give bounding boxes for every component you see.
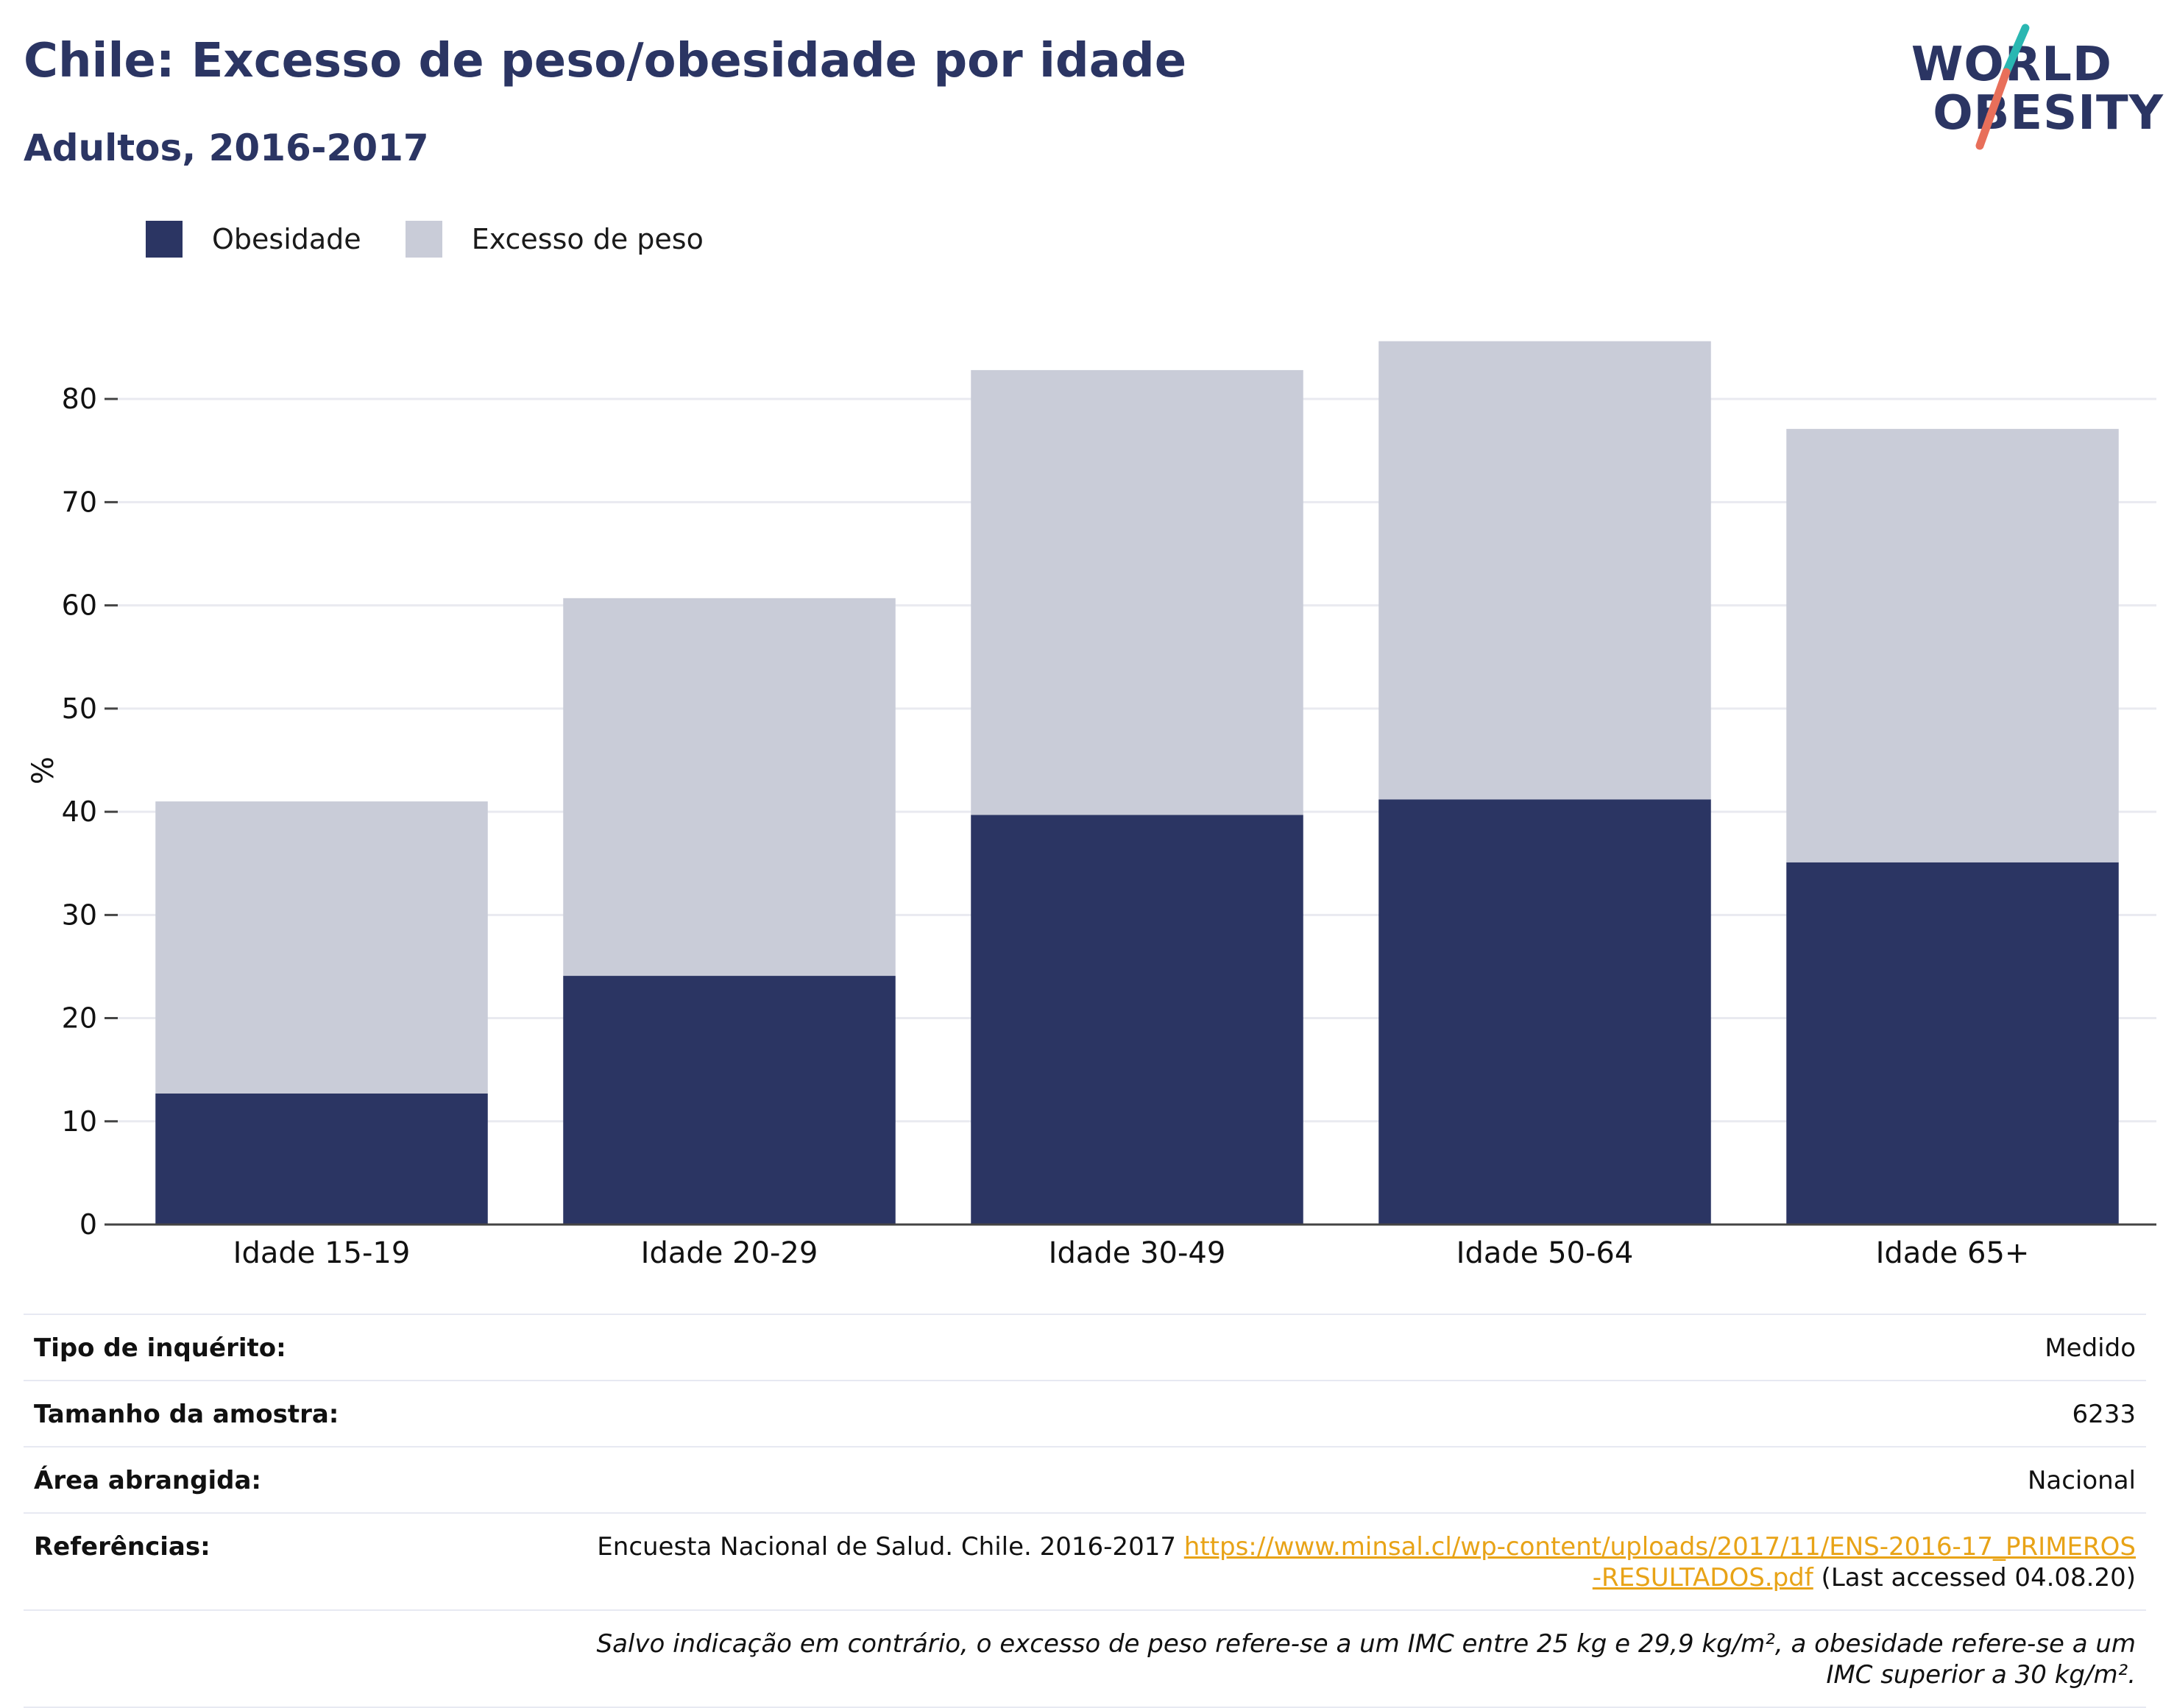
y-axis-label: % xyxy=(26,756,60,784)
chart-title: Chile: Excesso de peso/obesidade por ida… xyxy=(24,34,1187,88)
x-tick-label: Idade 30-49 xyxy=(1049,1236,1226,1266)
legend-item-obesity[interactable]: Obesidade xyxy=(146,221,361,258)
reference-link[interactable]: https://www.minsal.cl/wp-content/uploads… xyxy=(1183,1532,2136,1592)
bar-obesity xyxy=(1378,799,1711,1225)
info-value-survey-type: Medido xyxy=(2045,1333,2136,1363)
bar-overweight xyxy=(1786,428,2119,862)
logo-word-obesity: OBESITY xyxy=(1933,86,2164,141)
info-value-sample-size: 6233 xyxy=(2072,1400,2136,1429)
bar-overweight xyxy=(563,598,896,977)
bar-obesity xyxy=(971,815,1303,1225)
y-tick-label: 60 xyxy=(62,589,97,622)
world-obesity-logo: WORLD OBESITY xyxy=(1911,22,2164,155)
bar-overweight xyxy=(1378,341,1711,800)
logo-slash-icon xyxy=(1975,24,2030,150)
y-tick-label: 50 xyxy=(62,692,97,725)
survey-info-table: Tipo de inquérito: Medido Tamanho da amo… xyxy=(24,1314,2146,1708)
info-row-references: Referências: Encuesta Nacional de Salud.… xyxy=(24,1512,2146,1609)
legend-item-overweight[interactable]: Excesso de peso xyxy=(405,221,704,258)
bar-obesity xyxy=(563,976,896,1225)
chart-subtitle: Adultos, 2016-2017 xyxy=(24,127,429,169)
y-tick-label: 70 xyxy=(62,486,97,518)
info-key-sample-size: Tamanho da amostra: xyxy=(34,1400,339,1429)
y-tick-label: 20 xyxy=(62,1002,97,1035)
info-key-survey-type: Tipo de inquérito: xyxy=(34,1333,286,1363)
info-row-survey-type: Tipo de inquérito: Medido xyxy=(24,1314,2146,1380)
bar-overweight xyxy=(155,801,488,1094)
info-row-area: Área abrangida: Nacional xyxy=(24,1446,2146,1512)
info-value-references: Encuesta Nacional de Salud. Chile. 2016-… xyxy=(590,1531,2136,1593)
bar-overweight xyxy=(971,369,1303,815)
definition-note: Salvo indicação em contrário, o excesso … xyxy=(596,1629,2136,1690)
x-tick-label: Idade 65+ xyxy=(1876,1236,2030,1266)
reference-text: Encuesta Nacional de Salud. Chile. 2016-… xyxy=(597,1532,1184,1562)
x-tick-label: Idade 15-19 xyxy=(233,1236,411,1266)
legend-swatch-overweight xyxy=(405,221,442,258)
info-row-note: Salvo indicação em contrário, o excesso … xyxy=(24,1609,2146,1708)
legend-label-overweight: Excesso de peso xyxy=(471,223,704,255)
legend-swatch-obesity xyxy=(146,221,183,258)
info-value-area: Nacional xyxy=(2027,1466,2136,1495)
chart-legend: Obesidade Excesso de peso xyxy=(146,221,748,258)
x-tick-label: Idade 20-29 xyxy=(641,1236,818,1266)
y-tick-label: 40 xyxy=(62,795,97,828)
reference-accessed: (Last accessed 04.08.20) xyxy=(1813,1563,2136,1592)
info-row-sample-size: Tamanho da amostra: 6233 xyxy=(24,1380,2146,1446)
y-tick-label: 30 xyxy=(62,899,97,931)
info-key-references: Referências: xyxy=(34,1532,210,1562)
y-tick-label: 0 xyxy=(79,1208,97,1241)
y-tick-label: 80 xyxy=(62,383,97,415)
y-tick-label: 10 xyxy=(62,1105,97,1138)
x-tick-label: Idade 50-64 xyxy=(1456,1236,1634,1266)
legend-label-obesity: Obesidade xyxy=(212,223,361,255)
stacked-bar-chart: 0 10 20 30 40 50 60 70 80% Idade 15-19 Idade 20-29… xyxy=(26,341,2156,1266)
info-key-area: Área abrangida: xyxy=(34,1466,261,1495)
bar-obesity xyxy=(1786,862,2119,1225)
bar-obesity xyxy=(155,1093,488,1225)
